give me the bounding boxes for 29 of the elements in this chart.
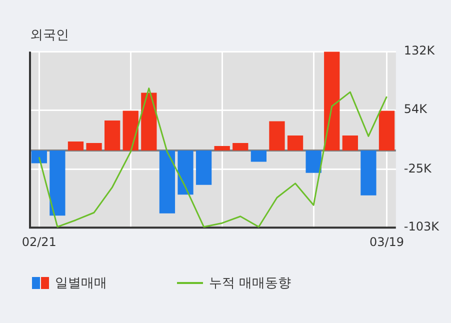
bar <box>141 92 157 150</box>
bar <box>50 150 66 216</box>
bar <box>104 120 120 150</box>
y-tick-label: 54K <box>404 102 428 116</box>
bar <box>122 110 138 150</box>
bar <box>287 135 304 150</box>
bar <box>342 135 358 150</box>
bar <box>31 150 47 164</box>
bar <box>324 52 340 150</box>
bar <box>196 150 212 185</box>
legend-label: 누적 매매동향 <box>209 275 292 292</box>
bar <box>214 146 230 150</box>
x-tick-label: 02/21 <box>22 234 56 249</box>
y-tick-label: 132K <box>404 44 436 58</box>
bar <box>86 142 102 150</box>
bar <box>360 150 376 196</box>
legend-label: 일별매매 <box>55 275 107 292</box>
bar <box>250 150 267 162</box>
x-tick-label: 03/19 <box>369 234 404 249</box>
chart-title: 외국인 <box>30 28 69 44</box>
bar <box>232 142 248 150</box>
y-tick-label: -25K <box>404 161 432 176</box>
bar <box>306 150 322 173</box>
y-tick-label: -103K <box>404 220 440 234</box>
bar <box>159 150 176 214</box>
bar <box>178 150 194 195</box>
bar <box>378 110 395 150</box>
bar <box>269 121 285 150</box>
bar <box>68 141 84 150</box>
